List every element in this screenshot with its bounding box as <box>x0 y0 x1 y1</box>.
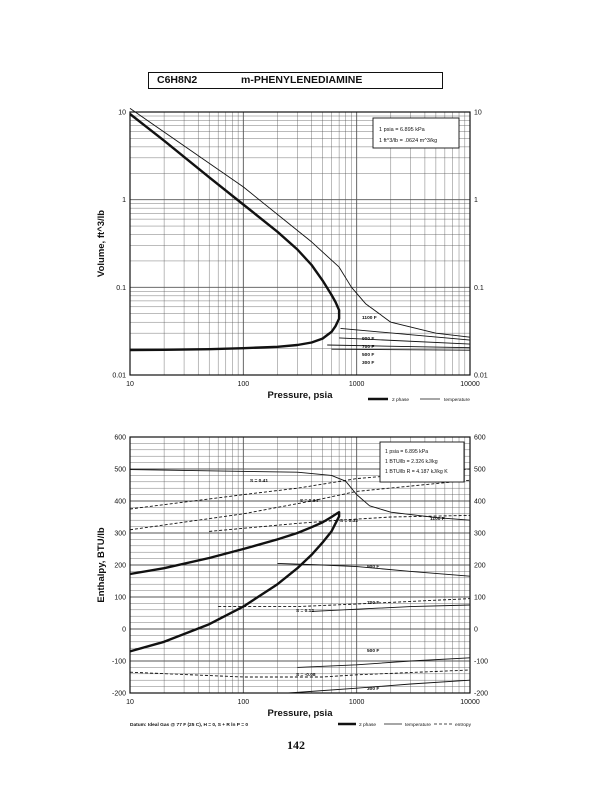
volume-legend-temp-label: temperature <box>444 397 470 403</box>
volume-series-900-f <box>340 327 471 341</box>
volume-y-tick-label-left: 1 <box>122 197 126 204</box>
enthalpy-conversion-line-3: 1 BTU/lb R = 4.187 kJ/kg K <box>385 469 448 475</box>
enthalpy-curve-label: 700 F <box>367 600 379 606</box>
enthalpy-y-tick-label-left: 200 <box>114 563 126 570</box>
volume-temp-label: 700 F <box>362 344 374 350</box>
volume-temp-label: 300 F <box>362 360 374 366</box>
enthalpy-plot <box>129 436 471 694</box>
volume-y-tick-label-right: 0.01 <box>474 373 488 380</box>
volume-temp-label: 900 F <box>362 336 374 342</box>
volume-temp-label: 500 F <box>362 352 374 358</box>
page-number: 142 <box>287 738 305 752</box>
enthalpy-y-tick-label-left: 100 <box>114 595 126 602</box>
enthalpy-y-tick-label-right: 600 <box>474 435 486 442</box>
enthalpy-curve-label: S = 0.12 <box>296 608 314 614</box>
volume-frame <box>129 111 471 376</box>
volume-legend-2phase-label: 2 phase <box>392 397 409 403</box>
volume-series-700-f <box>339 337 471 345</box>
enthalpy-y-tick-label-right: 400 <box>474 499 486 506</box>
volume-x-tick-label: 100 <box>237 381 249 388</box>
enthalpy-frame <box>129 436 471 694</box>
enthalpy-conversion-line-2: 1 BTU/lb = 2.326 kJ/kg <box>385 459 438 465</box>
enthalpy-y-tick-label-right: -200 <box>474 691 488 698</box>
enthalpy-y-tick-label-right: 300 <box>474 531 486 538</box>
title-box: C6H8N2 m-PHENYLENEDIAMINE <box>148 72 443 89</box>
enthalpy-y-axis-label: Enthalpy, BTU/lb <box>96 527 107 602</box>
volume-y-tick-label-right: 10 <box>474 110 482 117</box>
enthalpy-y-tick-label-left: 300 <box>114 531 126 538</box>
enthalpy-conversion-line-1: 1 psia = 6.895 kPa <box>385 449 428 455</box>
volume-y-tick-label-right: 0.1 <box>474 285 484 292</box>
enthalpy-x-tick-label: 1000 <box>349 699 365 706</box>
enthalpy-series-300-f <box>288 679 471 694</box>
enthalpy-y-tick-label-left: -100 <box>112 659 126 666</box>
volume-y-tick-label-left: 10 <box>118 110 126 117</box>
enthalpy-curve-label: 900 F <box>367 564 379 570</box>
enthalpy-y-tick-label-right: -100 <box>474 659 488 666</box>
enthalpy-y-tick-label-left: 0 <box>122 627 126 634</box>
enthalpy-legend-temp-label: temperature <box>405 722 431 728</box>
volume-y-tick-label-right: 1 <box>474 197 478 204</box>
volume-conversion-line-1: 1 psia = 6.895 kPa <box>379 127 426 133</box>
volume-series-1100-f <box>129 108 471 338</box>
volume-x-tick-label: 10 <box>126 381 134 388</box>
enthalpy-y-tick-label-left: 400 <box>114 499 126 506</box>
enthalpy-series-500-f <box>297 657 471 668</box>
enthalpy-series-1100-f <box>129 469 471 521</box>
enthalpy-series-s-0-32 <box>209 514 471 532</box>
enthalpy-series-s-0-12 <box>218 598 471 608</box>
volume-y-tick-label-left: 0.01 <box>112 373 126 380</box>
enthalpy-series-s-0-34 <box>129 479 471 531</box>
enthalpy-y-tick-label-left: 600 <box>114 435 126 442</box>
volume-conversion-box <box>372 117 460 149</box>
enthalpy-conversion-box <box>379 441 465 483</box>
chemical-formula: C6H8N2 <box>157 74 198 86</box>
enthalpy-y-tick-label-right: 100 <box>474 595 486 602</box>
volume-y-axis-label: Volume, ft^3/lb <box>96 210 107 277</box>
enthalpy-series-900-f <box>277 562 471 577</box>
volume-series-500-f <box>327 344 471 349</box>
enthalpy-series-700-f <box>311 604 471 612</box>
enthalpy-y-tick-label-right: 200 <box>474 563 486 570</box>
volume-y-tick-label-left: 0.1 <box>116 285 126 292</box>
volume-series-300-f <box>331 348 471 351</box>
enthalpy-legend-entropy-label: entropy <box>455 722 472 728</box>
enthalpy-curve-label: S = 0.34 <box>300 498 318 504</box>
enthalpy-x-tick-label: 10000 <box>460 699 480 706</box>
compound-name: m-PHENYLENEDIAMINE <box>241 74 363 86</box>
enthalpy-y-tick-label-right: 500 <box>474 467 486 474</box>
enthalpy-curve-label: S = -0.08 <box>296 672 316 678</box>
enthalpy-legend-2phase-label: 2 phase <box>359 722 376 728</box>
enthalpy-curve-label: S = 0.32 <box>340 518 358 524</box>
enthalpy-x-axis-label: Pressure, psia <box>268 708 334 719</box>
volume-x-tick-label: 10000 <box>460 381 480 388</box>
volume-plot <box>129 108 471 376</box>
enthalpy-y-tick-label-left: -200 <box>112 691 126 698</box>
volume-series-2-phase <box>129 113 341 352</box>
enthalpy-curve-label: 1100 F <box>430 516 445 522</box>
enthalpy-y-tick-label-left: 500 <box>114 467 126 474</box>
enthalpy-curve-label: 500 F <box>367 648 379 654</box>
enthalpy-series-s-0-08 <box>129 669 471 678</box>
enthalpy-x-tick-label: 10 <box>126 699 134 706</box>
enthalpy-series-2-phase <box>129 511 341 653</box>
enthalpy-datum-footnote: Datum: Ideal Gas @ 77 F (25 C), H = 0, S… <box>130 722 248 728</box>
volume-conversion-line-2: 1 ft^3/lb = .0624 m^3/kg <box>379 138 437 144</box>
volume-x-axis-label: Pressure, psia <box>268 390 334 401</box>
enthalpy-curve-label: S = 0.41 <box>250 478 268 484</box>
volume-x-tick-label: 1000 <box>349 381 365 388</box>
volume-temp-label: 1100 F <box>362 315 377 321</box>
enthalpy-x-tick-label: 100 <box>237 699 249 706</box>
enthalpy-y-tick-label-right: 0 <box>474 627 478 634</box>
enthalpy-curve-label: 300 F <box>367 686 379 692</box>
